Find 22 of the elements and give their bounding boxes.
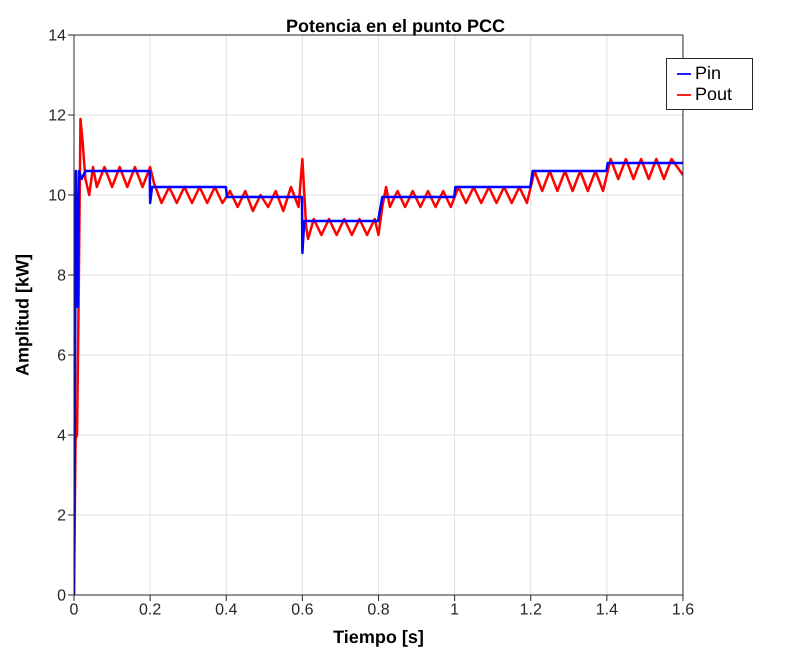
y-tick-label: 2 [57,508,66,525]
x-tick-label: 1.4 [596,601,618,618]
legend-label: Pout [694,84,732,104]
chart-title: Potencia en el punto PCC [286,16,506,36]
x-tick-label: 1.2 [520,601,542,618]
x-tick-label: 0 [70,601,79,618]
x-tick-label: 1.6 [672,601,694,618]
legend-label: Pin [694,63,721,83]
x-tick-label: 0.4 [215,601,238,618]
y-axis-title: Amplitud [kW] [12,254,32,376]
y-tick-label: 10 [48,188,66,205]
y-tick-label: 4 [57,428,66,445]
y-tick-label: 6 [57,348,66,365]
x-tick-label: 0.6 [291,601,314,618]
x-axis-title: Tiempo [s] [333,627,424,647]
y-tick-label: 12 [48,108,66,125]
x-tick-label: 0.8 [367,601,390,618]
y-tick-label: 8 [57,268,66,285]
x-tick-label: 0.2 [138,601,162,618]
x-tick-label: 1 [450,601,460,618]
y-tick-label: 0 [57,588,66,605]
y-tick-label: 14 [48,28,66,45]
